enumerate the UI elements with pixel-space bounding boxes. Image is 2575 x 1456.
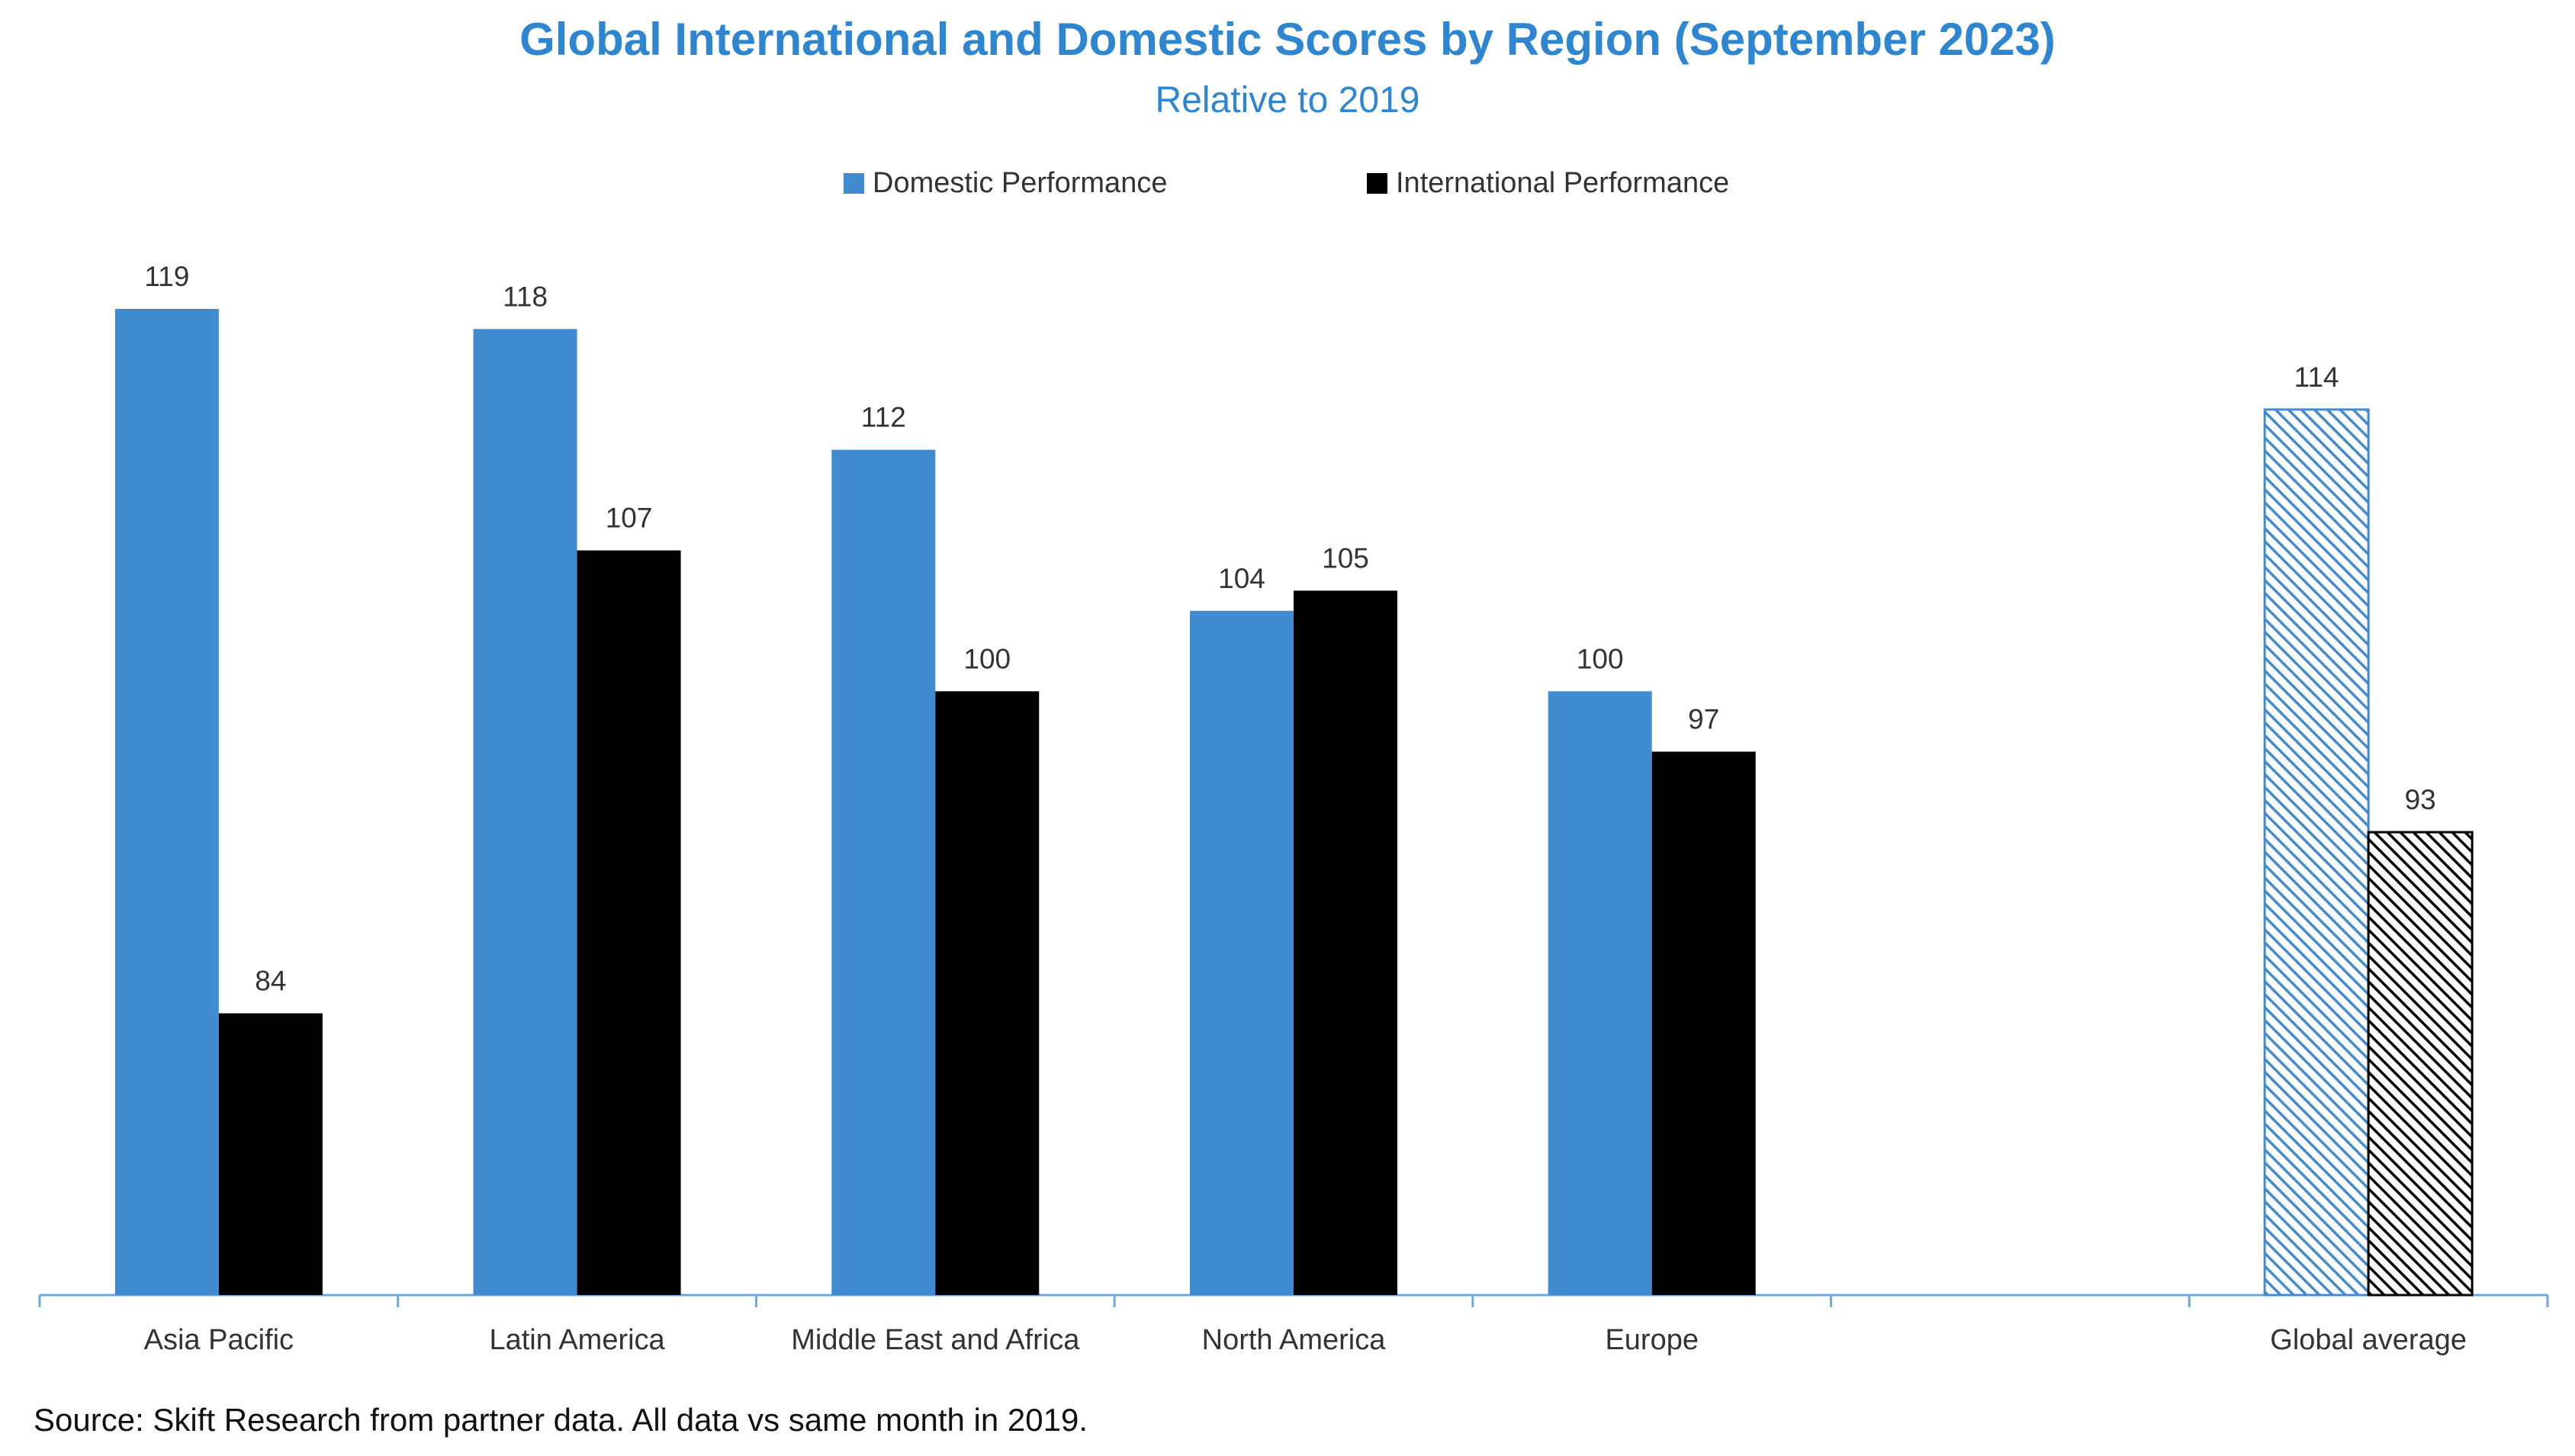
- data-label: 114: [2294, 362, 2339, 393]
- bar-domestic: [2263, 408, 2370, 1297]
- data-label: 84: [255, 966, 286, 997]
- data-label: 112: [861, 402, 906, 433]
- data-label: 107: [606, 503, 653, 534]
- bar-domestic: [1548, 691, 1652, 1295]
- x-tick-label: North America: [1202, 1324, 1387, 1356]
- x-tick-label: Latin America: [489, 1324, 665, 1356]
- legend-label-1: International Performance: [1396, 167, 1729, 199]
- chart-title: Global International and Domestic Scores…: [519, 14, 2056, 65]
- bar-domestic: [473, 329, 577, 1296]
- bar-international: [1651, 751, 1756, 1295]
- data-label: 100: [1577, 643, 1624, 674]
- source-note: Source: Skift Research from partner data…: [34, 1402, 1088, 1438]
- x-tick-label: Asia Pacific: [144, 1324, 294, 1356]
- data-label: 97: [1688, 704, 1719, 735]
- bar-international: [2367, 831, 2474, 1297]
- data-label: 93: [2405, 784, 2436, 815]
- chart-subtitle: Relative to 2019: [1156, 80, 1420, 121]
- legend-swatch-1: [1367, 173, 1387, 194]
- data-label: 105: [1322, 542, 1369, 574]
- legend-label-0: Domestic Performance: [873, 167, 1167, 199]
- legend-swatch-0: [844, 173, 864, 194]
- bar-domestic: [831, 449, 936, 1295]
- x-tick-label: Middle East and Africa: [791, 1324, 1080, 1356]
- data-label: 119: [144, 261, 189, 292]
- data-label: 104: [1218, 563, 1265, 594]
- bar-international: [1294, 590, 1397, 1295]
- x-tick-label: Europe: [1605, 1324, 1699, 1356]
- bar-international: [218, 1013, 323, 1295]
- bar-domestic: [114, 309, 219, 1295]
- x-tick-label: Global average: [2270, 1324, 2467, 1356]
- bar-international: [935, 691, 1040, 1295]
- data-label: 118: [503, 281, 548, 312]
- bar-domestic: [1190, 610, 1294, 1295]
- data-label: 100: [963, 643, 1011, 674]
- bar-international: [577, 550, 681, 1295]
